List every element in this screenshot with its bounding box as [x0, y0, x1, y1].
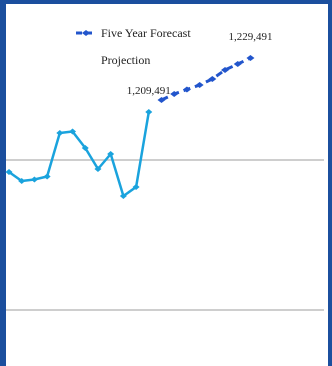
- series-1-point-1: [170, 91, 179, 97]
- series-0-point-10: [132, 184, 140, 190]
- data-labels: 1,209,491 1,229,491: [127, 31, 273, 97]
- series-1-point-0: [157, 97, 166, 103]
- series-0-point-11: [145, 109, 153, 115]
- series-line-0: [8, 111, 151, 198]
- plot-area: [6, 4, 328, 366]
- series-0-point-2: [30, 176, 38, 183]
- series-1-point-3: [195, 82, 204, 88]
- series-1-point-4: [208, 76, 217, 82]
- series-layer: [5, 55, 255, 199]
- series-0-point-5: [69, 128, 77, 135]
- series-0-point-7: [94, 166, 102, 172]
- legend-marker: [82, 30, 90, 36]
- series-0-point-1: [18, 178, 26, 184]
- series-0-point-4: [56, 130, 64, 136]
- data-label-1: 1,229,491: [228, 31, 272, 43]
- data-label-0: 1,209,491: [127, 85, 171, 97]
- series-0-point-8: [107, 151, 115, 157]
- series-0-point-6: [81, 145, 89, 151]
- series-0-point-9: [119, 193, 127, 199]
- series-1-point-5: [221, 67, 230, 73]
- series-1-point-6: [233, 61, 242, 67]
- series-1-point-2: [182, 86, 191, 93]
- legend: Five Year Forecast Projection: [76, 26, 191, 67]
- legend-label-line1: Five Year Forecast: [101, 26, 191, 40]
- series-0-point-0: [5, 169, 13, 175]
- legend-label-line2: Projection: [101, 53, 150, 67]
- series-1-point-7: [246, 55, 255, 61]
- gridlines: [6, 159, 324, 311]
- series-0-point-3: [43, 173, 51, 180]
